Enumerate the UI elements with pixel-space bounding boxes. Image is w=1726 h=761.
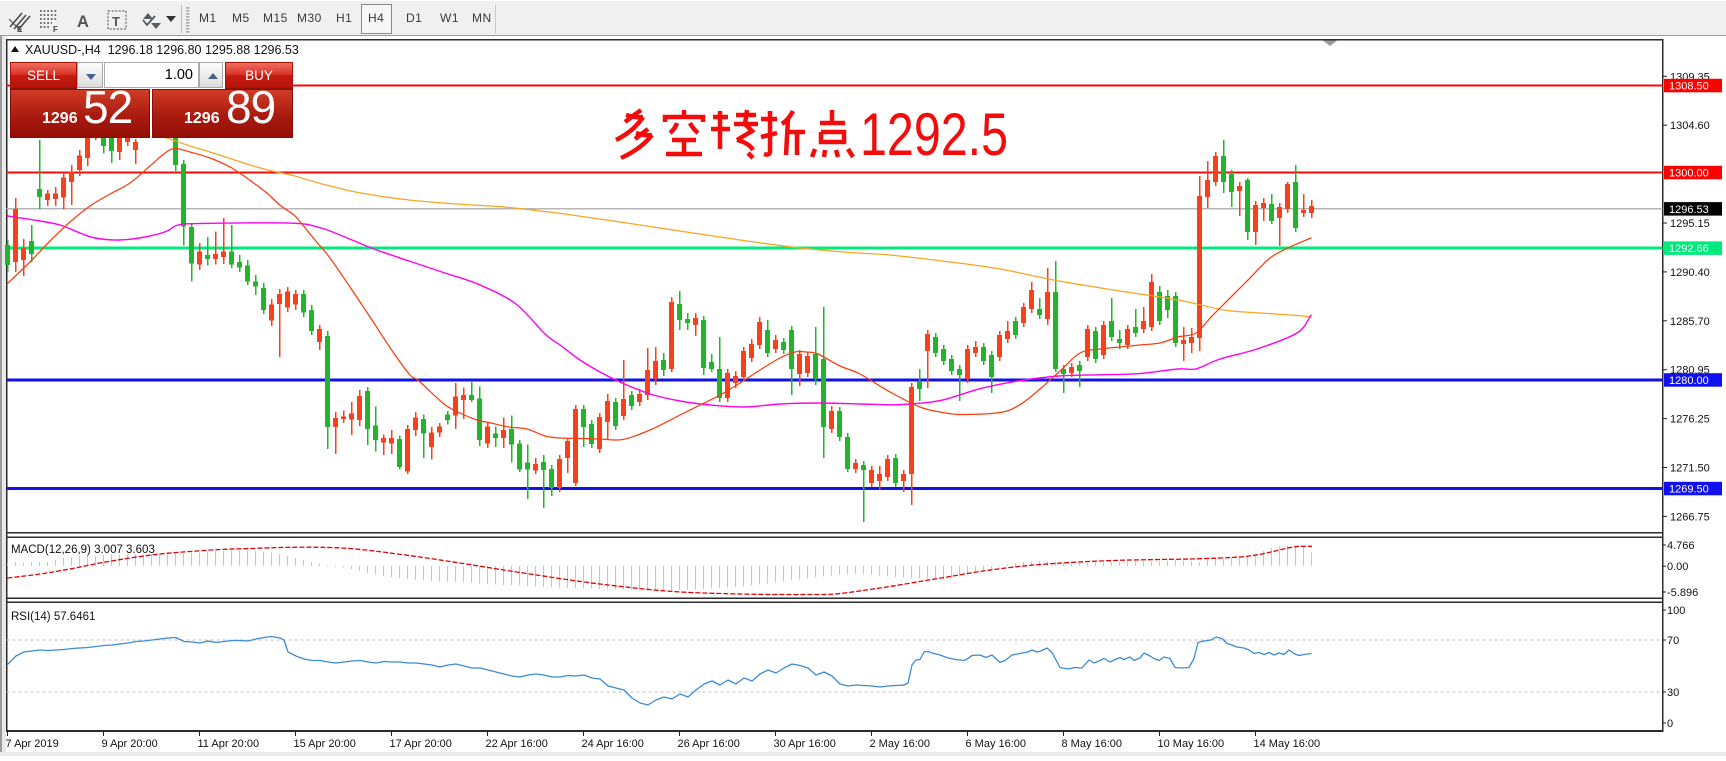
svg-text:1296.53: 1296.53 [1669,204,1709,216]
svg-text:2 May 16:00: 2 May 16:00 [870,738,931,750]
svg-text:1271.50: 1271.50 [1670,463,1710,475]
svg-text:0: 0 [1667,718,1673,730]
svg-text:T: T [112,14,120,29]
svg-text:XAUUSD-,H4 1296.18 1296.80 12: XAUUSD-,H4 1296.18 1296.80 1295.88 1296.… [25,43,299,57]
svg-text:1295.15: 1295.15 [1670,218,1710,230]
svg-text:8 May 16:00: 8 May 16:00 [1062,738,1123,750]
svg-text:30 Apr 16:00: 30 Apr 16:00 [774,738,836,750]
svg-text:A: A [77,13,89,31]
svg-text:70: 70 [1667,635,1679,647]
svg-text:17 Apr 20:00: 17 Apr 20:00 [390,738,452,750]
svg-text:100: 100 [1667,605,1685,617]
svg-text:6 May 16:00: 6 May 16:00 [966,738,1027,750]
svg-text:0.00: 0.00 [1667,561,1688,573]
svg-text:1304.60: 1304.60 [1670,120,1710,132]
svg-text:15 Apr 20:00: 15 Apr 20:00 [294,738,356,750]
svg-text:1276.25: 1276.25 [1670,414,1710,426]
svg-text:1290.40: 1290.40 [1670,267,1710,279]
svg-text:1292.66: 1292.66 [1669,243,1709,255]
svg-text:26 Apr 16:00: 26 Apr 16:00 [678,738,740,750]
svg-text:1308.50: 1308.50 [1669,81,1709,93]
svg-text:4.766: 4.766 [1667,540,1695,552]
svg-text:1280.00: 1280.00 [1669,375,1709,387]
svg-text:F: F [53,25,58,34]
svg-text:E: E [17,25,23,34]
svg-text:MACD(12,26,9) 3.007 3.603: MACD(12,26,9) 3.007 3.603 [11,544,155,556]
svg-text:1292.5: 1292.5 [860,101,1008,168]
svg-text:14 May 16:00: 14 May 16:00 [1254,738,1321,750]
svg-text:22 Apr 16:00: 22 Apr 16:00 [486,738,548,750]
svg-text:1300.00: 1300.00 [1669,168,1709,180]
svg-text:10 May 16:00: 10 May 16:00 [1158,738,1225,750]
svg-text:RSI(14) 57.6461: RSI(14) 57.6461 [11,611,95,623]
svg-text:30: 30 [1667,687,1679,699]
svg-text:11 Apr 20:00: 11 Apr 20:00 [198,738,260,750]
svg-text:9 Apr 20:00: 9 Apr 20:00 [102,738,158,750]
svg-text:7 Apr 2019: 7 Apr 2019 [6,738,59,750]
svg-text:1269.50: 1269.50 [1669,484,1709,496]
svg-text:1285.70: 1285.70 [1670,316,1710,328]
svg-text:24 Apr 16:00: 24 Apr 16:00 [582,738,644,750]
svg-text:-5.896: -5.896 [1667,587,1698,599]
svg-text:1266.75: 1266.75 [1670,511,1710,523]
